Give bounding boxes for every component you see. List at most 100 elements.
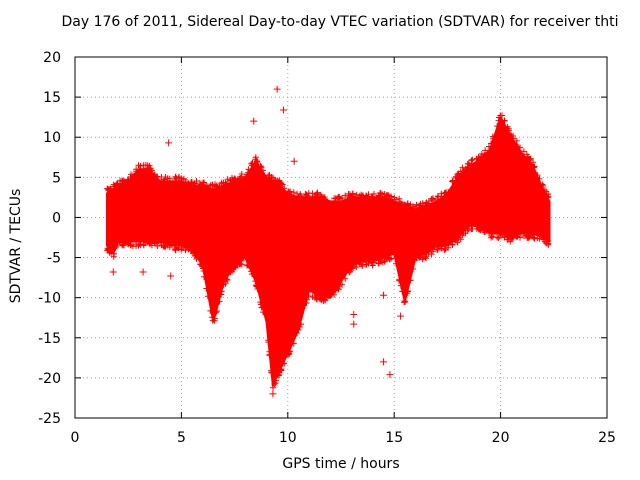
- data-point: [478, 225, 485, 232]
- data-point: [317, 296, 324, 303]
- data-point: [303, 296, 310, 303]
- data-point: [397, 312, 405, 320]
- data-point: [114, 180, 121, 187]
- data-point: [399, 200, 406, 207]
- data-point: [276, 177, 283, 184]
- data-point: [466, 161, 473, 168]
- data-point: [295, 326, 302, 333]
- x-tick-label: 10: [279, 430, 297, 446]
- data-point: [252, 278, 259, 285]
- data-point: [180, 175, 187, 182]
- data-point: [104, 185, 111, 192]
- data-point: [501, 117, 508, 124]
- x-tick-label: 25: [598, 430, 616, 446]
- data-point: [459, 164, 466, 171]
- data-point: [360, 192, 367, 199]
- data-point: [370, 190, 377, 197]
- data-point: [207, 307, 214, 314]
- data-point: [271, 381, 278, 388]
- data-point: [260, 167, 267, 174]
- data-point: [278, 180, 285, 187]
- data-point: [109, 268, 117, 276]
- data-point: [207, 182, 214, 189]
- data-point: [462, 165, 469, 172]
- data-point: [224, 176, 231, 183]
- data-point: [231, 263, 238, 270]
- data-point: [104, 247, 111, 254]
- data-point: [530, 159, 537, 166]
- data-point: [520, 148, 527, 155]
- data-point: [481, 229, 488, 236]
- data-point: [322, 297, 329, 304]
- data-point: [429, 248, 436, 255]
- data-point: [489, 233, 496, 240]
- data-point: [136, 241, 143, 248]
- data-point: [331, 291, 338, 298]
- data-point: [153, 240, 160, 247]
- data-point: [399, 288, 406, 295]
- data-point: [279, 360, 286, 367]
- data-point: [180, 244, 187, 251]
- data-point: [290, 157, 298, 165]
- data-point: [129, 243, 136, 250]
- data-point: [505, 127, 512, 134]
- data-point: [265, 339, 272, 346]
- data-point: [222, 280, 229, 287]
- data-point: [218, 180, 225, 187]
- data-point: [335, 286, 342, 293]
- data-point: [162, 243, 169, 250]
- data-point: [249, 271, 256, 278]
- data-point: [445, 244, 452, 251]
- data-point: [402, 201, 409, 208]
- data-point: [317, 191, 324, 198]
- data-point: [531, 163, 538, 170]
- data-point: [154, 242, 161, 249]
- data-point: [407, 201, 414, 208]
- data-point: [384, 192, 391, 199]
- data-point: [441, 247, 448, 254]
- data-point: [222, 179, 229, 186]
- data-point: [438, 245, 445, 252]
- data-point: [530, 231, 537, 238]
- data-point: [407, 277, 414, 284]
- data-point: [510, 135, 517, 142]
- data-point: [331, 195, 338, 202]
- data-point: [211, 317, 218, 324]
- data-point: [200, 268, 207, 275]
- data-point: [397, 282, 404, 289]
- data-point: [540, 182, 547, 189]
- data-point: [280, 106, 288, 114]
- data-point: [473, 223, 480, 230]
- data-point: [318, 194, 325, 201]
- data-point: [375, 257, 382, 264]
- data-point: [435, 193, 442, 200]
- data-point: [342, 192, 349, 199]
- data-point: [339, 281, 346, 288]
- data-point: [158, 242, 165, 249]
- data-point: [137, 162, 144, 169]
- data-point: [125, 241, 132, 248]
- data-point: [254, 283, 261, 290]
- data-point: [375, 192, 382, 199]
- data-point: [346, 268, 353, 275]
- data-point: [198, 262, 205, 269]
- data-point: [213, 308, 220, 315]
- data-point: [370, 259, 377, 266]
- data-point: [232, 176, 239, 183]
- data-point: [303, 192, 310, 199]
- data-point: [359, 263, 366, 270]
- data-point: [136, 166, 143, 173]
- data-point: [523, 151, 530, 158]
- data-point: [146, 162, 153, 169]
- data-point: [348, 265, 355, 272]
- data-point: [438, 190, 445, 197]
- data-point: [342, 275, 349, 282]
- data-point: [218, 291, 225, 298]
- data-point: [224, 276, 231, 283]
- data-point: [349, 193, 356, 200]
- data-point: [429, 195, 436, 202]
- data-point: [318, 295, 325, 302]
- data-point: [335, 194, 342, 201]
- data-point: [294, 329, 301, 336]
